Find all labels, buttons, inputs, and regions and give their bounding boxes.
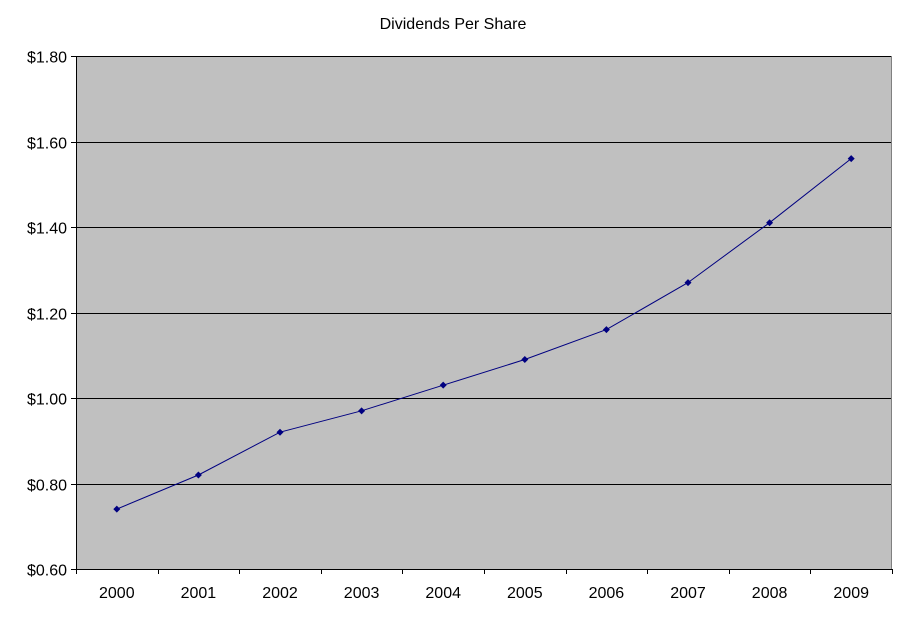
- x-tick-label: 2004: [425, 585, 461, 602]
- y-tick-label: $1.80: [27, 50, 67, 67]
- data-point-marker: [276, 428, 284, 436]
- x-tick-label: 2002: [262, 585, 298, 602]
- data-point-marker: [439, 381, 447, 389]
- x-tick-label: 2009: [833, 585, 869, 602]
- x-tick-label: 2000: [99, 585, 135, 602]
- x-axis-tick-labels: 2000 2001 2002 2003 2004 2005 2006 2007 2008 2009: [99, 585, 869, 602]
- data-point-marker: [113, 505, 121, 513]
- x-tick-label: 2001: [181, 585, 217, 602]
- plot-area: [76, 56, 892, 569]
- y-axis-tick-labels: $0.60 $0.80 $1.00 $1.20 $1.40 $1.60 $1.80: [27, 50, 67, 580]
- axes: [71, 56, 893, 574]
- y-tick-label: $1.20: [27, 307, 67, 324]
- y-tick-label: $1.40: [27, 221, 67, 238]
- y-tick-label: $1.60: [27, 136, 67, 153]
- data-point-marker: [194, 471, 202, 479]
- data-point-marker: [602, 326, 610, 334]
- y-tick-label: $1.00: [27, 392, 67, 409]
- y-tick-label: $0.60: [27, 563, 67, 580]
- y-tick-label: $0.80: [27, 478, 67, 495]
- x-tick-label: 2005: [507, 585, 543, 602]
- data-point-marker: [766, 219, 774, 227]
- x-tick-label: 2006: [589, 585, 625, 602]
- series-layer: [113, 155, 855, 513]
- data-point-marker: [847, 155, 855, 163]
- x-tick-label: 2003: [344, 585, 380, 602]
- gridlines: [76, 56, 892, 485]
- x-tick-label: 2008: [752, 585, 788, 602]
- series-line: [116, 158, 852, 510]
- data-point-marker: [358, 407, 366, 415]
- data-point-marker: [684, 279, 692, 287]
- data-point-marker: [521, 356, 529, 364]
- chart-title: Dividends Per Share: [380, 16, 527, 33]
- x-tick-label: 2007: [670, 585, 706, 602]
